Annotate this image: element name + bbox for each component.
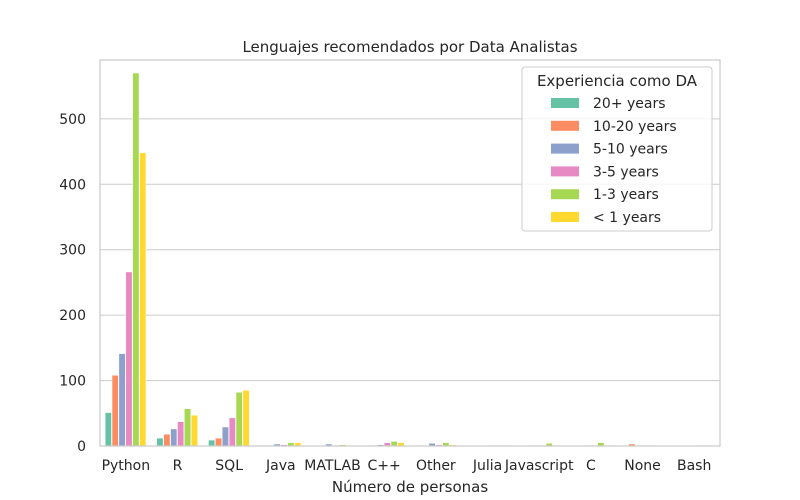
bar: [177, 421, 184, 447]
bar: [390, 441, 398, 447]
bar: [139, 152, 147, 447]
x-axis-label: Número de personas: [332, 478, 488, 496]
bar: [184, 408, 191, 447]
bar: [228, 417, 236, 447]
y-tick-label: 200: [59, 308, 86, 324]
bar: [170, 428, 178, 447]
legend-label: 3-5 years: [593, 164, 659, 180]
bar: [132, 72, 140, 447]
legend-items: 20+ years 10-20 years 5-10 years 3-5 years 1…: [551, 96, 677, 226]
legend-swatch: [551, 212, 579, 222]
bar: [111, 375, 119, 447]
bar: [191, 415, 198, 447]
plot-frame: [99, 59, 721, 447]
legend-swatch: [551, 120, 579, 131]
legend-swatch: [551, 189, 579, 200]
x-tick-label: Python: [102, 458, 151, 474]
legend-swatch: [551, 143, 579, 154]
bar: [163, 434, 171, 447]
x-tick-label: Other: [416, 458, 456, 474]
legend-label: 5-10 years: [593, 142, 668, 158]
x-tick-label: Julia: [472, 458, 502, 474]
legend-label: 10-20 years: [593, 119, 677, 135]
x-tick-label: None: [624, 458, 661, 474]
bar: [104, 412, 112, 447]
x-tick-label: C: [586, 458, 596, 474]
x-tick-label: Java: [265, 458, 296, 474]
bar: [118, 353, 126, 447]
legend-title: Experiencia como DA: [537, 72, 698, 90]
x-tick-label: R: [173, 458, 183, 474]
y-tick-label: 300: [59, 243, 86, 259]
bar: [242, 390, 250, 447]
bar: [235, 392, 243, 447]
bar: [215, 437, 222, 447]
y-tick-labels: 0 100 200 300 400 500: [59, 112, 86, 455]
y-tick-label: 400: [59, 177, 86, 193]
y-tick-label: 0: [77, 439, 86, 455]
y-tick-label: 100: [59, 374, 86, 390]
x-tick-label: C++: [368, 458, 401, 474]
x-tick-label: SQL: [215, 458, 243, 474]
legend-swatch: [551, 166, 579, 177]
legend-label: 20+ years: [593, 96, 666, 112]
x-tick-label: Bash: [677, 458, 711, 474]
bar: [156, 437, 164, 447]
legend: Experiencia como DA 20+ years 10-20 years…: [521, 66, 713, 232]
bar: [125, 271, 133, 447]
bar: [208, 439, 215, 447]
chart-title: Lenguajes recomendados por Data Analista…: [242, 38, 577, 56]
legend-label: 1-3 years: [593, 187, 659, 203]
x-tick-label: MATLAB: [304, 458, 360, 474]
y-tick-label: 500: [59, 112, 86, 128]
legend-label: < 1 years: [593, 210, 661, 226]
x-tick-labels: Python R SQL Java MATLAB C++ Other Julia Javascr…: [102, 458, 712, 474]
legend-swatch: [551, 98, 579, 108]
x-tick-label: Javascript: [504, 458, 574, 474]
bar: [222, 426, 229, 447]
